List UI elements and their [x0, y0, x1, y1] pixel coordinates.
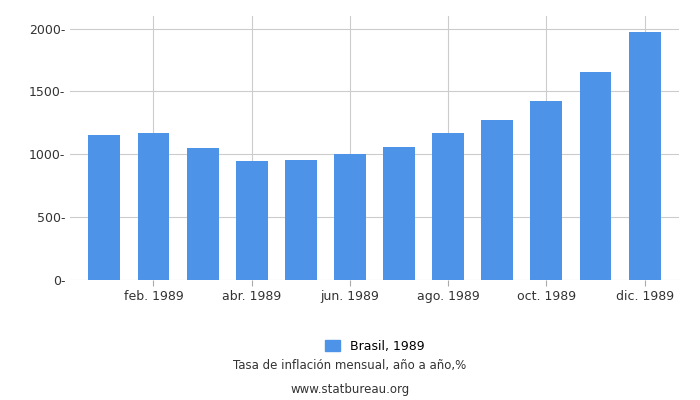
Bar	[383, 147, 415, 280]
Legend: Brasil, 1989: Brasil, 1989	[325, 340, 424, 353]
Bar	[432, 133, 464, 280]
Bar	[285, 160, 317, 280]
Bar	[629, 32, 661, 280]
Bar	[531, 102, 562, 280]
Text: Tasa de inflación mensual, año a año,%: Tasa de inflación mensual, año a año,%	[233, 360, 467, 372]
Bar	[236, 160, 267, 280]
Bar	[580, 72, 612, 280]
Text: www.statbureau.org: www.statbureau.org	[290, 384, 410, 396]
Bar	[88, 135, 120, 280]
Bar	[137, 133, 169, 280]
Bar	[334, 154, 366, 280]
Bar	[482, 120, 513, 280]
Bar	[187, 148, 218, 280]
